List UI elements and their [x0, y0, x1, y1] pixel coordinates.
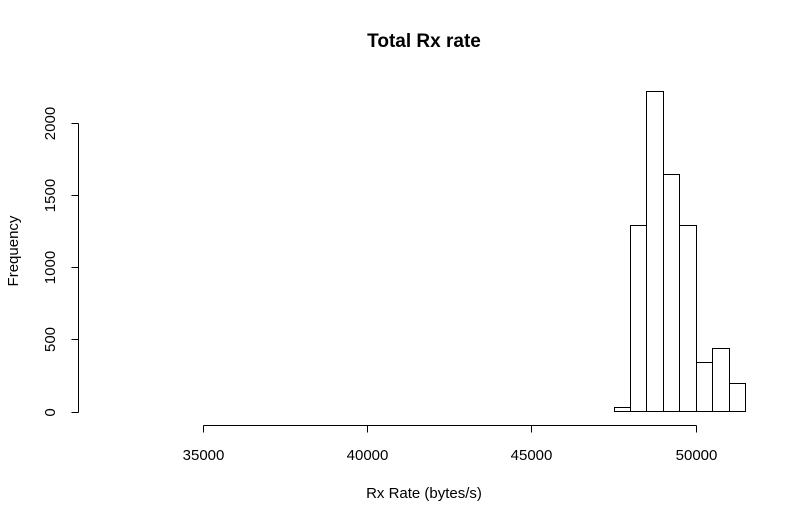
y-tick-label-4: 2000	[42, 107, 59, 140]
x-axis: 35000 40000 45000 50000	[183, 425, 718, 464]
y-axis: 0 500 1000 1500 2000	[42, 107, 79, 417]
x-axis-label: Rx Rate (bytes/s)	[366, 485, 482, 502]
y-tick-label-3: 1500	[42, 179, 59, 212]
x-tick-label-0: 35000	[183, 447, 225, 464]
histogram-bar-32	[630, 225, 647, 412]
x-tick-label-2: 45000	[511, 447, 553, 464]
x-tick-label-1: 40000	[347, 447, 389, 464]
histogram-bar-35	[679, 225, 697, 412]
y-axis-label: Frequency	[5, 215, 22, 286]
chart-title: Total Rx rate	[367, 31, 481, 52]
y-tick-label-1: 500	[42, 327, 59, 352]
bars-group	[614, 91, 746, 412]
y-tick-label-0: 0	[42, 408, 59, 416]
histogram-bar-33	[646, 91, 664, 412]
histogram-bar-37	[712, 348, 730, 412]
x-tick-label-3: 50000	[676, 447, 718, 464]
y-tick-label-2: 1000	[42, 251, 59, 284]
histogram-bar-34	[663, 174, 680, 412]
histogram-bar-36	[696, 362, 713, 412]
histogram-bar-31	[614, 407, 631, 412]
histogram-bar-38	[729, 383, 746, 412]
